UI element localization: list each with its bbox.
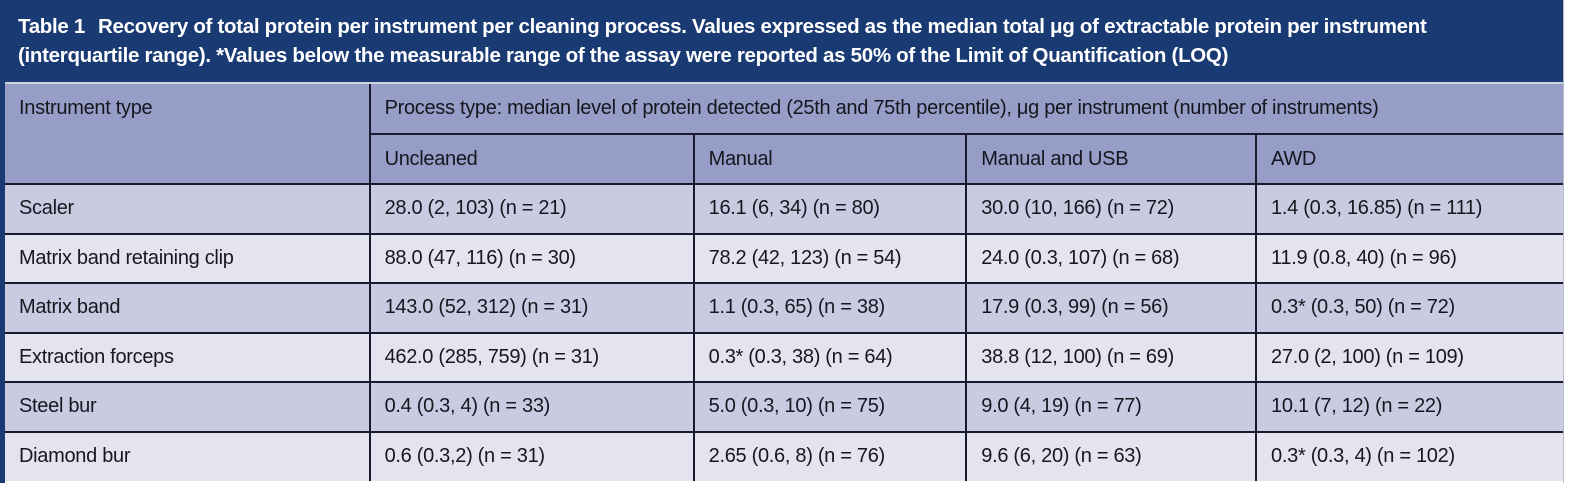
table-header: Instrument type Process type: median lev… [5,84,1563,184]
value-cell: 0.6 (0.3,2) (n = 31) [368,430,694,481]
value-cell: 0.4 (0.3, 4) (n = 33) [368,381,694,432]
value-cell: 9.6 (6, 20) (n = 63) [965,430,1257,481]
value-cell: 2.65 (0.6, 8) (n = 76) [692,430,967,481]
protein-recovery-table: Instrument type Process type: median lev… [5,84,1563,481]
value-cell: 17.9 (0.3, 99) (n = 56) [965,282,1257,333]
header-row-top: Instrument type Process type: median lev… [5,84,1563,184]
value-cell: 462.0 (285, 759) (n = 31) [368,331,694,382]
value-cell: 5.0 (0.3, 10) (n = 75) [692,381,967,432]
table-row-matrix-band-retaining-clip: Matrix band retaining clip 88.0 (47, 116… [5,232,1563,283]
value-cell: 24.0 (0.3, 107) (n = 68) [965,232,1257,283]
instrument-cell: Extraction forceps [5,331,370,382]
value-cell: 16.1 (6, 34) (n = 80) [692,183,967,234]
table-caption: Table 1 Recovery of total protein per ins… [5,0,1563,84]
table-row-matrix-band: Matrix band 143.0 (52, 312) (n = 31) 1.1… [5,282,1563,333]
column-header-uncleaned: Uncleaned [368,133,694,184]
instrument-cell: Diamond bur [5,430,370,481]
column-header-manual: Manual [692,133,967,184]
table-row-steel-bur: Steel bur 0.4 (0.3, 4) (n = 33) 5.0 (0.3… [5,381,1563,432]
value-cell: 9.0 (4, 19) (n = 77) [965,381,1257,432]
value-cell: 143.0 (52, 312) (n = 31) [368,282,694,333]
value-cell: 0.3* (0.3, 50) (n = 72) [1255,282,1563,333]
value-cell: 88.0 (47, 116) (n = 30) [368,232,694,283]
column-header-manual-and-usb: Manual and USB [965,133,1257,184]
value-cell: 78.2 (42, 123) (n = 54) [692,232,967,283]
value-cell: 10.1 (7, 12) (n = 22) [1255,381,1563,432]
header-row-process-types: Uncleaned Manual Manual and USB AWD [5,133,1563,184]
table-row-scaler: Scaler 28.0 (2, 103) (n = 21) 16.1 (6, 3… [5,183,1563,234]
value-cell: 1.1 (0.3, 65) (n = 38) [692,282,967,333]
value-cell: 28.0 (2, 103) (n = 21) [368,183,694,234]
column-header-awd: AWD [1255,133,1563,184]
table-row-diamond-bur: Diamond bur 0.6 (0.3,2) (n = 31) 2.65 (0… [5,430,1563,481]
table-caption-label: Table 1 [18,15,86,38]
table-caption-text: Recovery of total protein per instrument… [18,15,1427,67]
value-cell: 30.0 (10, 166) (n = 72) [965,183,1257,234]
table-row-extraction-forceps: Extraction forceps 462.0 (285, 759) (n =… [5,331,1563,382]
column-header-instrument-type: Instrument type [5,84,370,184]
value-cell: 0.3* (0.3, 38) (n = 64) [692,331,967,382]
value-cell: 27.0 (2, 100) (n = 109) [1255,331,1563,382]
column-header-process-type: Process type: median level of protein de… [368,84,1563,134]
instrument-cell: Steel bur [5,381,370,432]
value-cell: 11.9 (0.8, 40) (n = 96) [1255,232,1563,283]
table-body: Scaler 28.0 (2, 103) (n = 21) 16.1 (6, 3… [5,183,1563,481]
instrument-cell: Matrix band [5,282,370,333]
instrument-cell: Scaler [5,183,370,234]
instrument-cell: Matrix band retaining clip [5,232,370,283]
value-cell: 0.3* (0.3, 4) (n = 102) [1255,430,1563,481]
value-cell: 1.4 (0.3, 16.85) (n = 111) [1255,183,1563,234]
value-cell: 38.8 (12, 100) (n = 69) [965,331,1257,382]
